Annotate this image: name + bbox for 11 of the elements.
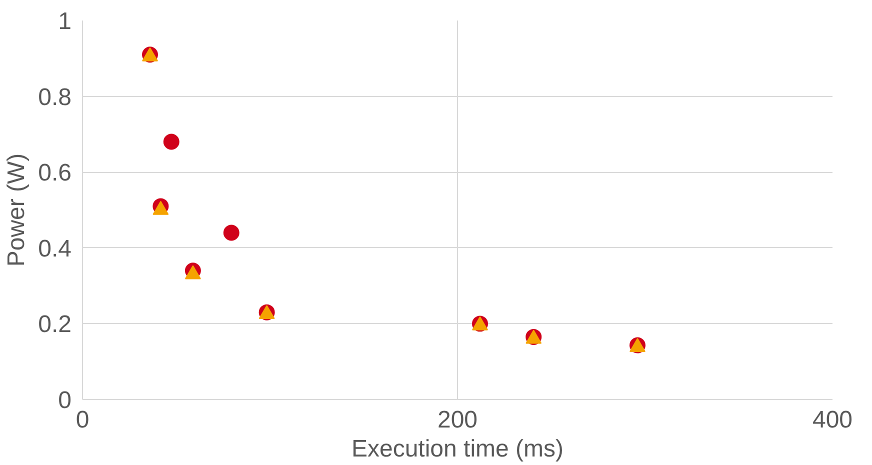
x-axis-title: Execution time (ms) (351, 436, 564, 462)
y-tick-label: 0.4 (38, 235, 72, 262)
x-tick-label: 200 (437, 406, 478, 434)
y-tick-label: 0.2 (38, 311, 72, 338)
y-axis-title: Power (W) (3, 153, 30, 267)
y-tick-label: 0.8 (38, 84, 72, 111)
x-tick-label: 0 (76, 406, 90, 434)
y-tick-label: 1 (58, 8, 72, 35)
y-tick-label: 0.6 (38, 160, 72, 187)
x-tick-label: 400 (812, 406, 853, 434)
y-tick-label: 0 (58, 387, 72, 414)
